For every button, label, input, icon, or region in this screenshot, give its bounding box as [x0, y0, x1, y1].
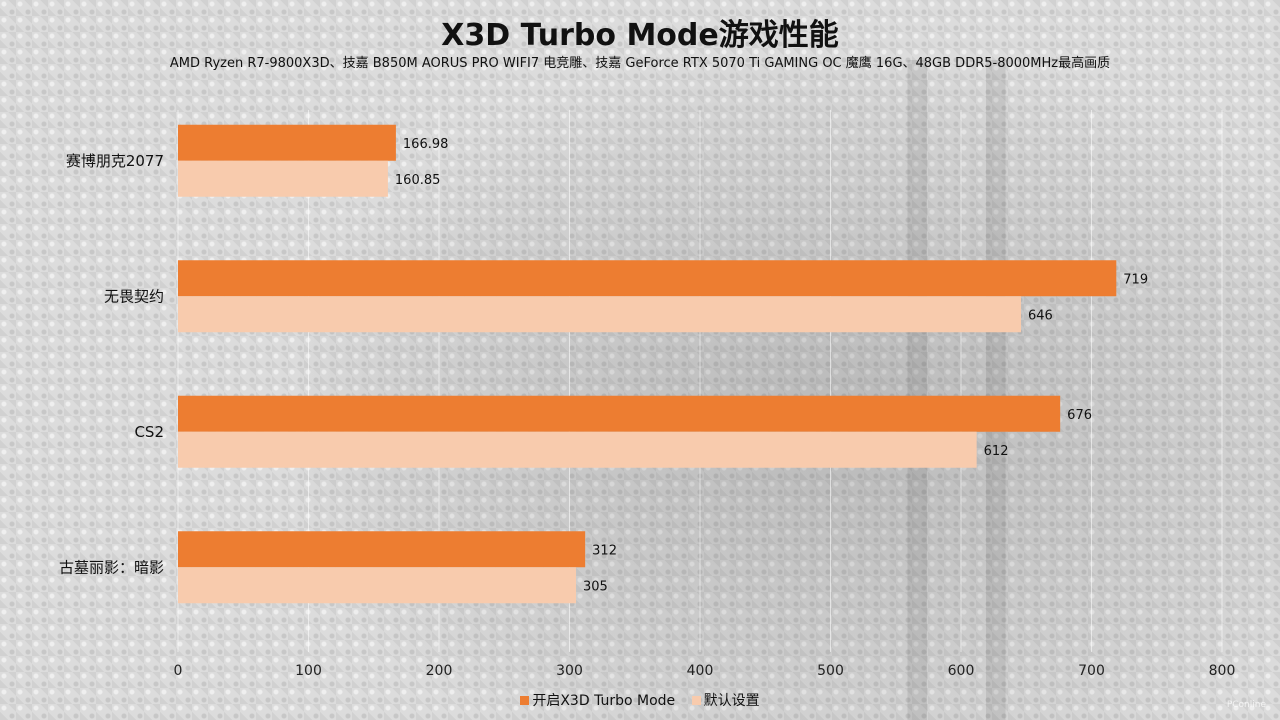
data-label-1-1: 646 — [1028, 308, 1053, 323]
x-tick-label-1: 100 — [295, 663, 322, 679]
data-label-0-3: 312 — [592, 543, 617, 558]
x-tick-label-8: 800 — [1209, 663, 1236, 679]
category-label-1: 无畏契约 — [104, 287, 164, 305]
bar-0-1 — [178, 260, 1117, 297]
bar-0-3 — [178, 531, 586, 568]
x-tick-label-4: 400 — [687, 663, 714, 679]
data-label-0-1: 719 — [1123, 272, 1148, 287]
x-tick-label-0: 0 — [174, 663, 183, 679]
chart-subtitle: AMD Ryzen R7-9800X3D、技嘉 B850M AORUS PRO … — [169, 56, 1111, 71]
legend-item-turbo: 开启X3D Turbo Mode — [520, 690, 675, 710]
x-tick-label-2: 200 — [426, 663, 453, 679]
data-label-1-0: 160.85 — [395, 173, 441, 188]
bar-0-0 — [178, 124, 396, 161]
bar-0-2 — [178, 395, 1061, 432]
data-label-0-0: 166.98 — [403, 137, 449, 152]
legend-label-default: 默认设置 — [703, 693, 760, 709]
x-tick-label-7: 700 — [1078, 663, 1105, 679]
legend-item-default: 默认设置 — [691, 690, 760, 710]
category-label-2: CS2 — [134, 423, 164, 441]
bar-1-2 — [178, 431, 977, 468]
data-label-0-2: 676 — [1067, 408, 1092, 423]
legend-swatch-default — [691, 696, 701, 705]
data-label-1-2: 612 — [984, 444, 1009, 459]
x-tick-label-5: 500 — [817, 663, 844, 679]
bar-1-3 — [178, 567, 577, 604]
x-tick-label-6: 600 — [948, 663, 975, 679]
x-tick-label-3: 300 — [556, 663, 583, 679]
category-label-3: 古墓丽影：暗影 — [59, 558, 164, 576]
data-label-1-3: 305 — [583, 579, 608, 594]
bar-1-0 — [178, 160, 388, 197]
legend-label-turbo: 开启X3D Turbo Mode — [532, 693, 676, 709]
category-label-0: 赛博朋克2077 — [66, 152, 164, 170]
watermark: PConline — [1226, 700, 1266, 710]
legend-swatch-turbo — [520, 696, 530, 705]
chart-legend: 开启X3D Turbo Mode 默认设置 — [0, 690, 1280, 710]
chart-title: X3D Turbo Mode游戏性能 — [441, 18, 839, 53]
bar-1-1 — [178, 296, 1022, 333]
